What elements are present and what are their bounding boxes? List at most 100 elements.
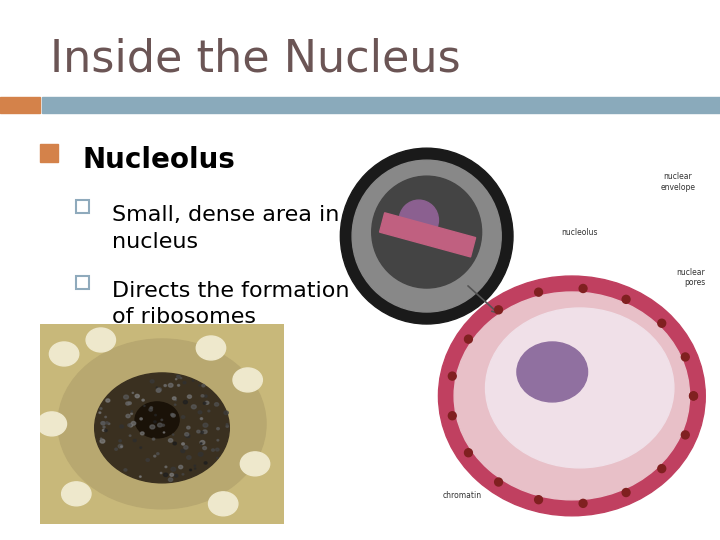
Ellipse shape [203,423,208,427]
Ellipse shape [341,148,513,324]
Ellipse shape [104,429,107,431]
Ellipse shape [119,440,122,442]
Ellipse shape [162,424,164,426]
Ellipse shape [156,387,158,388]
Ellipse shape [186,456,191,459]
Ellipse shape [192,405,197,409]
Bar [76,276,89,289]
Ellipse shape [399,200,438,240]
Ellipse shape [200,443,202,444]
Ellipse shape [199,385,200,386]
Ellipse shape [100,439,105,443]
Ellipse shape [187,395,192,399]
Ellipse shape [103,426,105,428]
Ellipse shape [201,395,204,397]
Ellipse shape [150,407,153,409]
Ellipse shape [203,402,206,404]
Ellipse shape [108,423,110,424]
Ellipse shape [173,442,176,445]
Ellipse shape [150,425,155,429]
Ellipse shape [131,411,132,412]
Ellipse shape [216,448,219,451]
Bar [379,213,476,257]
Ellipse shape [127,424,131,427]
Bar [76,200,89,213]
Ellipse shape [120,425,124,428]
Ellipse shape [86,328,115,352]
Ellipse shape [105,416,107,417]
Ellipse shape [464,449,472,457]
Ellipse shape [168,478,173,482]
Ellipse shape [205,401,209,404]
Ellipse shape [124,395,128,399]
Ellipse shape [181,416,185,418]
Ellipse shape [181,443,184,445]
Ellipse shape [198,411,202,414]
Ellipse shape [203,447,207,450]
Ellipse shape [194,468,196,469]
Ellipse shape [179,465,183,469]
Ellipse shape [106,399,110,402]
Ellipse shape [120,446,122,447]
Ellipse shape [186,426,190,429]
Text: Small, dense area in
nucleus: Small, dense area in nucleus [112,205,339,252]
Ellipse shape [140,418,143,420]
Ellipse shape [352,160,501,312]
Ellipse shape [204,395,207,397]
Ellipse shape [203,430,207,434]
Ellipse shape [100,408,102,409]
Ellipse shape [658,464,666,472]
Ellipse shape [201,431,204,434]
Ellipse shape [449,372,456,380]
Ellipse shape [129,435,131,436]
Ellipse shape [144,406,145,407]
Ellipse shape [37,412,66,436]
Ellipse shape [681,353,689,361]
Ellipse shape [517,342,588,402]
Ellipse shape [95,373,230,483]
Ellipse shape [184,446,188,449]
Ellipse shape [690,392,698,400]
Ellipse shape [102,422,105,425]
Ellipse shape [168,383,173,387]
Ellipse shape [204,462,207,464]
Ellipse shape [184,401,187,404]
Ellipse shape [130,413,132,415]
Ellipse shape [197,430,200,433]
Ellipse shape [135,402,179,438]
Ellipse shape [658,319,666,327]
Ellipse shape [165,466,167,468]
Ellipse shape [217,440,219,441]
Ellipse shape [157,388,161,392]
Text: nucleolus: nucleolus [562,228,598,237]
Bar [0,97,40,113]
Ellipse shape [208,410,210,412]
Ellipse shape [150,380,154,383]
Ellipse shape [129,424,132,427]
Ellipse shape [140,476,141,477]
Ellipse shape [176,375,179,377]
Ellipse shape [149,408,153,411]
Ellipse shape [226,426,228,427]
Ellipse shape [163,473,168,477]
Ellipse shape [178,384,180,386]
Ellipse shape [157,453,159,455]
Ellipse shape [172,397,176,400]
Ellipse shape [99,412,101,414]
Ellipse shape [128,402,131,404]
Ellipse shape [181,449,185,453]
Ellipse shape [171,414,174,416]
Text: Inside the Nucleus: Inside the Nucleus [50,38,461,81]
Ellipse shape [194,465,196,467]
Text: chromatin: chromatin [442,491,482,500]
Ellipse shape [173,434,174,435]
Ellipse shape [240,452,270,476]
Ellipse shape [622,295,630,303]
Ellipse shape [209,492,238,516]
Ellipse shape [168,438,173,442]
Ellipse shape [155,414,156,416]
Ellipse shape [212,449,215,451]
Ellipse shape [485,308,674,468]
Ellipse shape [153,438,155,440]
Ellipse shape [58,339,266,509]
